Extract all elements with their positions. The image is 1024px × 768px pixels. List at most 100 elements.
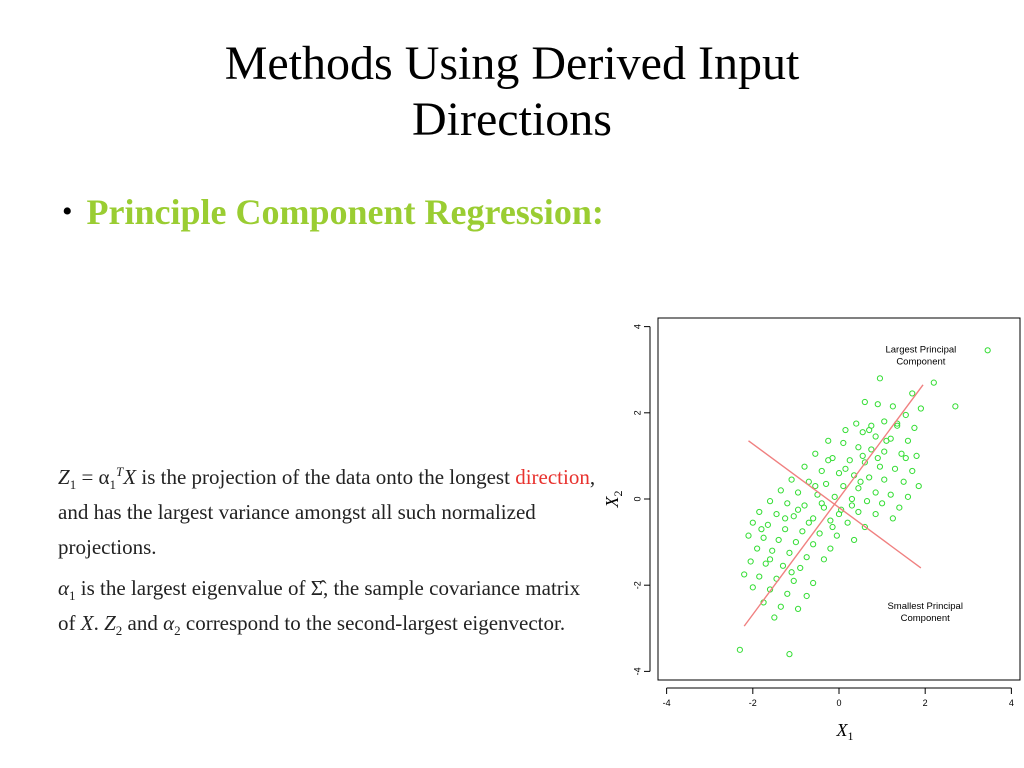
y-tick-label: -2 [632,581,642,589]
data-point [835,470,843,477]
data-point [779,562,787,569]
data-point [844,519,851,526]
data-point [764,521,771,528]
math-alpha: α [58,576,70,600]
text-run: is the largest eigenvalue of [75,576,311,600]
data-point [911,424,918,431]
data-point [835,510,843,518]
data-point [775,536,782,544]
data-point [855,508,862,516]
plot-frame [657,317,1021,681]
data-point [736,646,743,653]
y-tick-label: 2 [632,410,642,415]
text-run: , the sample covariance matrix of [58,576,581,635]
text-run: correspond to the second-largest eigenve… [180,611,566,635]
data-point [792,538,800,546]
data-point [766,556,774,563]
data-point [859,452,866,460]
y-tick-label: 0 [632,496,642,501]
data-point [790,513,797,520]
data-point [894,422,901,429]
data-point [833,532,840,539]
data-point [904,437,912,444]
data-point [790,577,797,584]
data-point [861,459,868,466]
data-point [786,651,793,658]
data-point [876,375,884,382]
largest-pc-annotation-line1: Largest Principal [885,344,956,355]
paragraph-1: Z1 = α1TX is the projection of the data … [58,460,598,565]
y-tick-label: 4 [632,324,642,329]
bullet-dot-icon: • [62,195,73,228]
data-point [842,426,849,434]
data-point [805,519,812,526]
data-point [902,411,909,419]
text-run: and [122,611,164,635]
math-eq: = α [76,465,110,489]
data-point [818,467,825,475]
data-point [827,517,834,524]
data-point [816,530,823,537]
data-point [825,457,832,464]
math-sub: 2 [174,623,181,639]
x-tick-label: 2 [923,698,928,708]
data-point [881,418,888,425]
data-point [825,437,832,444]
y-tick-label: -4 [632,667,642,675]
data-point [777,603,784,610]
data-point [782,526,789,533]
slide-title-line1: Methods Using Derived Input [224,37,800,90]
data-point [874,401,881,408]
direction-link[interactable]: direction [515,465,590,489]
slide-title: Methods Using Derived Input Directions [60,36,964,148]
data-point [850,536,858,544]
paragraph-2: α1 is the largest eigenvalue of Σ̂, the … [58,571,598,641]
data-point [745,532,752,539]
data-point [756,508,763,516]
data-point [771,614,778,621]
smallest-pc-line [748,440,922,569]
slide-title-line2: Directions [412,93,612,146]
data-point [818,500,825,507]
data-point [810,579,817,587]
data-point [900,478,907,485]
data-point [803,592,810,600]
data-point [868,446,875,453]
data-point [952,403,959,410]
data-point [788,569,795,576]
math-x: X [123,465,137,489]
data-point [741,571,748,578]
data-point [794,489,802,496]
data-point [801,463,808,470]
text-run: , and has the largest variance amongst a… [58,465,596,559]
data-point [861,523,868,531]
data-point [773,510,780,518]
data-point [915,482,922,490]
data-point [872,433,879,440]
data-point [777,487,784,494]
data-point [891,465,899,472]
math-sub: 2 [115,623,123,639]
data-point [812,482,819,490]
data-point [749,584,756,591]
math-sub: 1 [69,588,76,604]
data-point [769,547,776,554]
math-z: Z [104,611,116,635]
data-point [857,478,864,485]
data-point [842,465,849,472]
data-point [822,480,830,488]
largest-pc-line [743,384,924,627]
data-point [799,528,806,535]
data-point [831,493,838,500]
data-point [855,485,862,492]
data-point [762,560,769,567]
data-point [756,573,763,580]
data-point [984,347,991,354]
data-point [846,457,853,464]
math-sub: 1 [109,477,117,493]
data-point [883,437,890,444]
data-point [840,439,847,447]
data-point [794,506,802,513]
data-point [784,500,791,507]
